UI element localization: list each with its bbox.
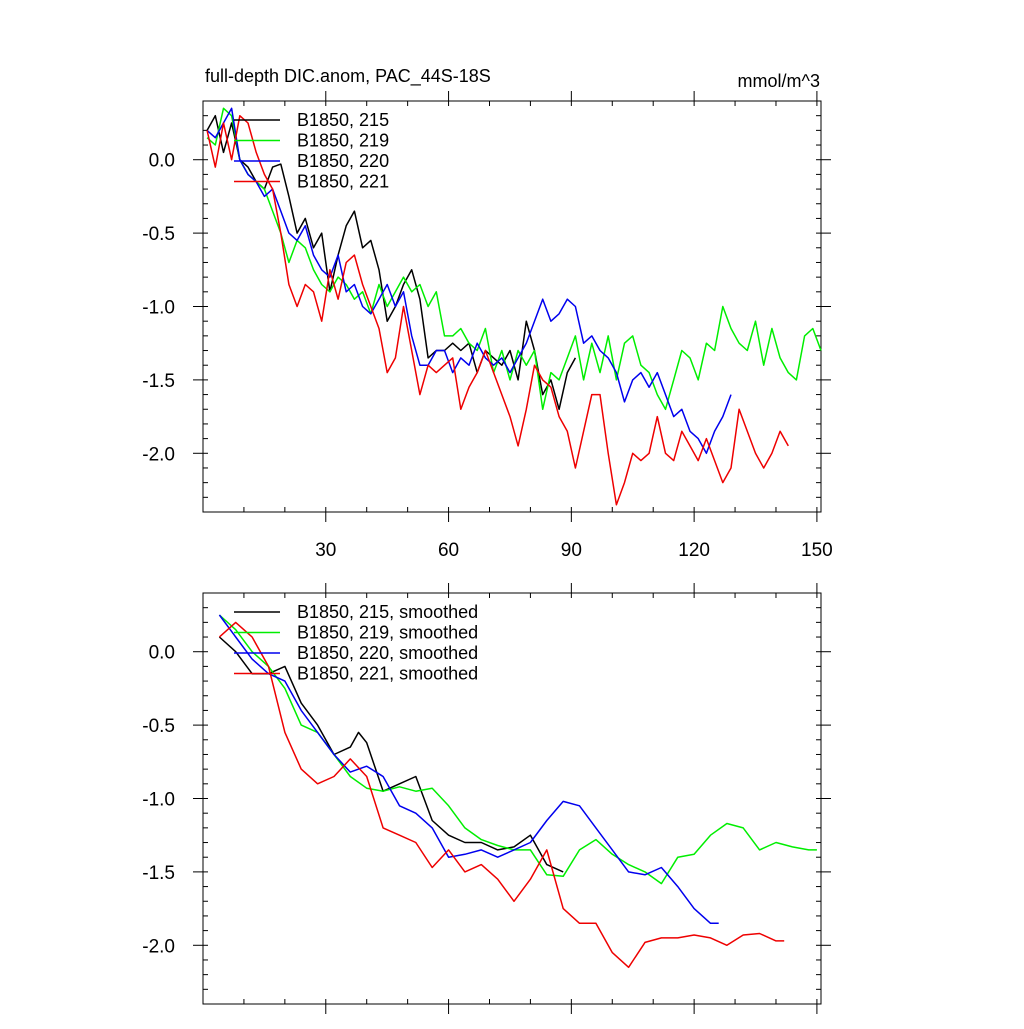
top-panel: 30 60 90 120 150 0.0 -0.5 -1.0 -1.5 -2.0 B1850, 21… <box>142 91 833 561</box>
x-tick-label: 30 <box>315 540 336 561</box>
plot-frame <box>202 100 822 513</box>
y-tick-label: 0.0 <box>149 151 175 172</box>
y-tick-label: -2.0 <box>142 936 175 957</box>
legend-label: B1850, 220, smoothed <box>297 643 478 663</box>
legend-label: B1850, 219 <box>297 131 389 151</box>
series-line <box>218 621 785 969</box>
y-tick-label: -1.0 <box>142 790 175 811</box>
units-label: mmol/m^3 <box>738 71 820 91</box>
y-tick-label: -0.5 <box>142 224 175 245</box>
legend-label: B1850, 220 <box>297 151 389 171</box>
y-tick-label: -1.5 <box>142 371 175 392</box>
series-line <box>206 114 789 506</box>
legend-label: B1850, 215, smoothed <box>297 602 478 622</box>
x-tick-label: 120 <box>678 540 710 561</box>
chart-title: full-depth DIC.anom, PAC_44S-18S <box>205 66 491 87</box>
legend-label: B1850, 219, smoothed <box>297 623 478 643</box>
y-tick-label: -2.0 <box>142 444 175 465</box>
legend-label: B1850, 221 <box>297 172 389 192</box>
y-tick-label: -1.0 <box>142 298 175 319</box>
x-tick-label: 90 <box>561 540 582 561</box>
y-tick-label: -1.5 <box>142 863 175 884</box>
series-line <box>218 614 719 925</box>
legend-label: B1850, 221, smoothed <box>297 664 478 684</box>
x-tick-label: 60 <box>438 540 459 561</box>
series-line <box>206 107 732 455</box>
x-tick-label: 150 <box>801 540 833 561</box>
plot-frame <box>202 592 822 1005</box>
legend-label: B1850, 215 <box>297 110 389 130</box>
y-tick-label: -0.5 <box>142 716 175 737</box>
y-tick-label: 0.0 <box>149 643 175 664</box>
